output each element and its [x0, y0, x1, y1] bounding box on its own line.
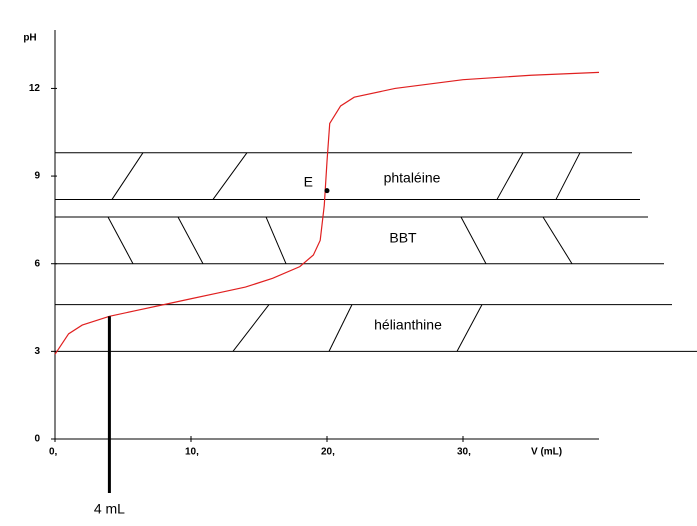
zone-hatch — [456, 304, 483, 352]
zone-hatch — [542, 216, 573, 264]
y-tick-label: 3 — [34, 346, 40, 357]
annotation-label: 4 mL — [94, 501, 125, 517]
x-tick-label: 20, — [321, 447, 335, 458]
x-tick-label: 30, — [457, 447, 471, 458]
x-tick-label: 10, — [185, 447, 199, 458]
zone-hatch — [265, 216, 287, 264]
x-tick-label: 0, — [49, 447, 58, 458]
y-tick-label: 6 — [34, 258, 40, 269]
y-tick-label: 9 — [34, 171, 40, 182]
y-tick-label: 12 — [29, 83, 41, 94]
zone-label: BBT — [389, 230, 417, 246]
zone-hatch — [460, 216, 487, 264]
zone-hatch — [328, 304, 353, 352]
point — [324, 188, 330, 194]
point-label: E — [304, 173, 313, 189]
y-tick-label: 0 — [34, 434, 40, 445]
curve — [54, 71, 600, 355]
zone-hatch — [107, 216, 134, 264]
zone-label: hélianthine — [374, 317, 442, 333]
zone-hatch — [177, 216, 204, 264]
zone-hatch — [496, 152, 524, 200]
zone-hatch — [555, 152, 581, 200]
y-axis-label: pH — [23, 33, 36, 44]
zone-hatch — [212, 152, 248, 200]
zone-hatch — [111, 152, 144, 200]
zone-hatch — [232, 304, 270, 352]
x-axis-label: V (mL) — [531, 447, 562, 458]
zone-label: phtaléine — [384, 170, 441, 186]
